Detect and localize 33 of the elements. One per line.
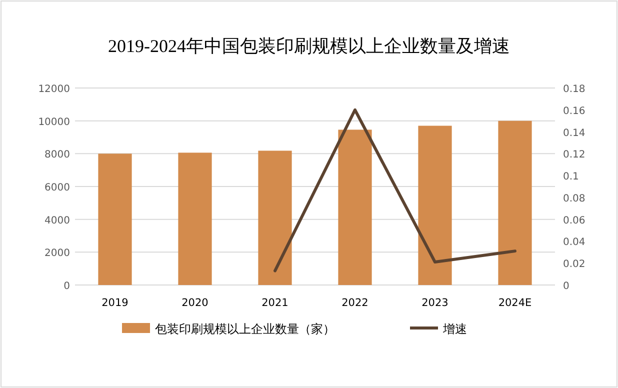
x-tick-label: 2021	[262, 297, 288, 309]
y2-tick-label: 0.04	[563, 237, 586, 248]
legend-label: 包装印刷规模以上企业数量（家）	[155, 322, 335, 336]
y2-tick-label: 0.08	[563, 193, 586, 204]
y-tick-label: 0	[64, 281, 70, 292]
bar	[498, 120, 532, 285]
bar	[258, 150, 292, 285]
bar	[338, 130, 372, 285]
bar	[98, 154, 132, 285]
y2-tick-label: 0.12	[563, 150, 586, 161]
y2-tick-label: 0.1	[563, 172, 579, 183]
y2-tick-label: 0.16	[563, 106, 586, 117]
bar	[418, 126, 452, 285]
y-tick-label: 8000	[44, 150, 70, 161]
chart-title: 2019-2024年中国包装印刷规模以上企业数量及增速	[108, 36, 510, 56]
y2-tick-label: 0.14	[563, 128, 586, 139]
y2-tick-label: 0	[563, 281, 570, 292]
bar	[178, 152, 212, 285]
x-tick-label: 2023	[422, 297, 448, 309]
y-tick-label: 4000	[44, 215, 70, 226]
x-tick-label: 2020	[182, 297, 208, 309]
y-tick-label: 2000	[44, 248, 70, 260]
line-series	[274, 108, 516, 272]
y-tick-label: 10000	[38, 116, 70, 128]
legend-label: 增速	[442, 322, 467, 336]
x-tick-label: 2024E	[498, 297, 532, 309]
y-tick-label: 12000	[38, 84, 70, 95]
y2-tick-label: 0.06	[563, 215, 586, 226]
x-tick-label: 2022	[342, 297, 368, 309]
y2-tick-label: 0.18	[563, 84, 586, 95]
y2-tick-label: 0.02	[563, 259, 586, 270]
x-tick-label: 2019	[102, 297, 128, 309]
y-tick-label: 6000	[44, 182, 70, 194]
